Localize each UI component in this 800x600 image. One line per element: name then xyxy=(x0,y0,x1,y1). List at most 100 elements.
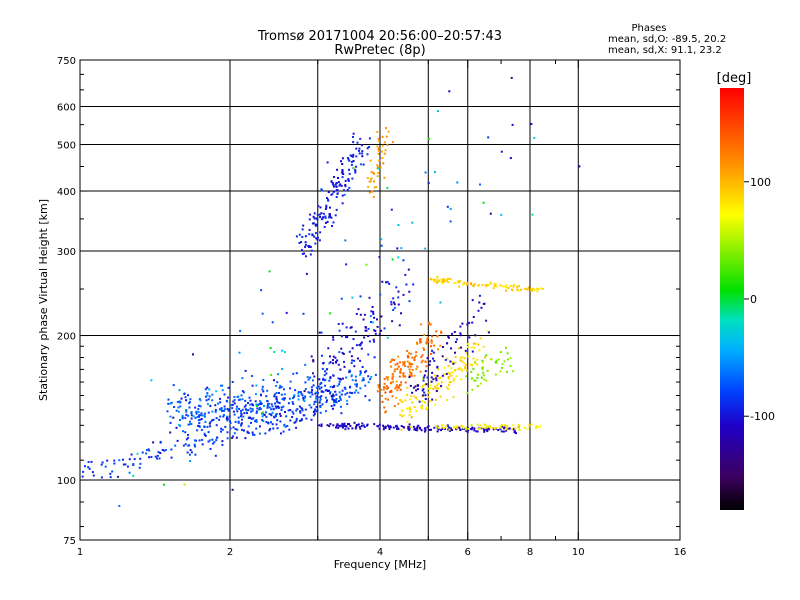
data-point xyxy=(310,391,313,394)
x-tick-label: 8 xyxy=(527,547,533,558)
data-point xyxy=(436,280,439,283)
data-point xyxy=(159,441,162,444)
data-point xyxy=(398,324,401,327)
x-tick-label: 1 xyxy=(77,547,83,558)
data-point xyxy=(192,353,194,356)
data-point xyxy=(304,408,307,411)
data-point xyxy=(409,411,411,414)
data-point xyxy=(318,401,321,404)
data-point xyxy=(251,408,254,410)
data-point xyxy=(486,330,489,333)
data-point xyxy=(232,435,235,438)
data-point xyxy=(485,319,488,322)
data-point xyxy=(338,383,341,386)
data-point xyxy=(339,183,342,186)
data-point xyxy=(218,408,221,411)
data-point xyxy=(380,238,383,241)
data-point xyxy=(272,408,275,411)
data-point xyxy=(410,395,413,398)
data-point xyxy=(482,374,485,377)
data-point xyxy=(500,430,503,433)
data-point xyxy=(492,287,495,290)
data-point xyxy=(530,423,533,426)
data-point xyxy=(361,379,364,382)
data-point xyxy=(81,475,84,478)
data-point xyxy=(299,391,302,394)
data-point xyxy=(240,412,243,415)
data-point xyxy=(208,439,211,442)
data-point xyxy=(278,402,281,404)
data-point xyxy=(389,425,392,428)
data-point xyxy=(393,368,396,371)
data-point xyxy=(406,393,408,396)
data-point xyxy=(329,385,332,388)
data-point xyxy=(185,410,188,413)
data-point xyxy=(485,354,488,357)
data-point xyxy=(195,410,198,413)
data-point xyxy=(319,396,322,399)
data-point xyxy=(215,417,218,420)
data-point xyxy=(330,216,333,219)
data-point xyxy=(466,323,469,326)
data-point xyxy=(536,426,539,428)
data-point xyxy=(258,432,261,435)
data-point xyxy=(206,425,209,428)
data-point xyxy=(389,382,392,385)
data-point xyxy=(166,410,169,413)
data-point xyxy=(319,404,322,407)
data-point xyxy=(371,306,374,308)
data-point xyxy=(528,424,531,427)
data-point xyxy=(425,383,428,386)
data-point xyxy=(506,352,509,355)
data-point xyxy=(393,306,396,309)
data-point xyxy=(340,393,343,396)
data-point xyxy=(385,135,388,138)
data-point xyxy=(265,415,268,418)
data-point xyxy=(372,196,375,198)
data-point xyxy=(482,345,485,348)
data-point xyxy=(428,391,431,394)
data-point xyxy=(185,399,188,402)
data-point xyxy=(214,454,217,457)
data-point xyxy=(509,357,512,360)
data-point xyxy=(441,280,444,283)
data-point xyxy=(430,352,433,355)
data-point xyxy=(419,406,422,409)
data-point xyxy=(370,178,372,181)
data-point xyxy=(300,418,303,421)
data-point xyxy=(424,360,427,363)
data-point xyxy=(341,377,344,380)
data-point xyxy=(404,365,407,367)
data-point xyxy=(449,278,452,281)
data-point xyxy=(361,155,364,158)
data-point xyxy=(352,153,355,156)
data-point xyxy=(339,378,342,381)
data-point xyxy=(238,351,241,354)
data-point xyxy=(414,427,417,430)
data-point xyxy=(309,253,312,256)
data-point xyxy=(336,192,339,195)
data-point xyxy=(439,301,442,304)
data-point xyxy=(512,424,515,427)
data-point xyxy=(426,338,429,341)
data-point xyxy=(273,393,276,396)
data-point xyxy=(261,388,264,391)
data-point xyxy=(199,399,202,402)
data-point xyxy=(386,186,389,189)
data-point xyxy=(262,390,265,393)
data-point xyxy=(88,467,91,470)
data-point xyxy=(215,436,218,439)
data-point xyxy=(461,369,464,372)
data-point xyxy=(289,380,292,383)
data-point xyxy=(281,349,284,352)
data-point xyxy=(483,429,486,431)
data-point xyxy=(345,263,348,266)
data-point xyxy=(471,299,474,302)
data-point xyxy=(339,424,342,427)
data-point xyxy=(387,376,390,379)
data-point xyxy=(430,376,433,379)
data-point xyxy=(335,398,338,400)
data-point xyxy=(326,220,329,223)
data-point xyxy=(271,321,274,324)
data-point xyxy=(338,400,340,402)
